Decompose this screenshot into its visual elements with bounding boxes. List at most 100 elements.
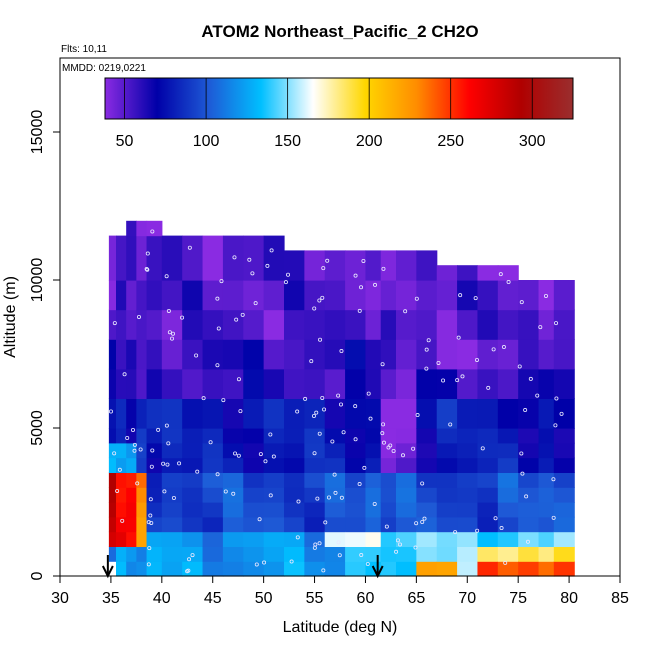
heatmap-cell [538, 502, 555, 518]
sample-point [337, 553, 342, 558]
heatmap-cell [477, 280, 499, 311]
heatmap-cell [553, 339, 575, 370]
heatmap-cell [126, 516, 137, 533]
heatmap-cell [126, 546, 137, 562]
heatmap-cell [243, 309, 265, 340]
heatmap-cell [380, 472, 397, 488]
heatmap-cell [380, 368, 397, 399]
sample-point [171, 496, 176, 501]
heatmap-cell [284, 250, 305, 281]
heatmap-cell [553, 280, 575, 311]
heatmap-cell [304, 280, 326, 311]
heatmap-cell [116, 428, 127, 444]
heatmap-cell [126, 339, 137, 370]
heatmap-cell [518, 428, 540, 444]
heatmap-cell [182, 368, 204, 399]
sample-point [122, 372, 127, 377]
heatmap-cell [380, 546, 397, 562]
heatmap-cell [365, 457, 382, 473]
sample-point [414, 296, 419, 301]
sample-point [117, 467, 122, 472]
heatmap-cell [380, 487, 397, 503]
heatmap-cell [116, 442, 127, 459]
sample-point [523, 408, 528, 413]
heatmap-cell [365, 502, 382, 518]
heatmap-cell [304, 428, 326, 444]
heatmap-cell [497, 265, 519, 281]
sample-point [250, 271, 255, 276]
sample-point [132, 442, 137, 447]
heatmap-cell [416, 428, 438, 444]
heatmap-cell [345, 442, 367, 459]
sample-point [359, 285, 364, 290]
sample-point [554, 396, 559, 401]
heatmap-cell [396, 339, 417, 370]
heatmap-cell [182, 487, 204, 503]
sample-point [365, 561, 370, 566]
sample-point [474, 357, 479, 362]
sample-point [380, 362, 385, 367]
heatmap-cell [202, 487, 224, 503]
sample-point [166, 441, 171, 446]
heatmap-cell [116, 398, 127, 429]
sample-point [475, 528, 480, 533]
heatmap-cell [202, 531, 224, 547]
heatmap-cell [126, 472, 137, 488]
heatmap-cell [202, 280, 224, 311]
heatmap-cell [263, 442, 285, 459]
sample-point [524, 494, 529, 499]
sample-point [311, 414, 316, 419]
sample-point [551, 515, 556, 520]
heatmap-cell [497, 487, 519, 503]
heatmap-cell [108, 280, 117, 311]
sample-point [414, 521, 419, 526]
sample-point [148, 513, 153, 518]
sample-point [215, 472, 220, 477]
heatmap-cell [380, 309, 397, 340]
heatmap-cell [243, 235, 265, 281]
heatmap-cell [457, 457, 479, 473]
heatmap-cell [304, 442, 326, 459]
heatmap-cell [146, 398, 163, 429]
sample-point [312, 451, 317, 456]
heatmap-cell [345, 368, 367, 399]
heatmap-cell [161, 280, 183, 311]
heatmap-cell [497, 442, 519, 459]
sample-point [145, 267, 150, 272]
heatmap-cell [222, 516, 244, 533]
heatmap-cell [497, 309, 519, 340]
heatmap-cell [538, 339, 555, 370]
heatmap-cell [457, 516, 479, 533]
heatmap-cell [324, 339, 346, 370]
sample-point [295, 409, 300, 414]
sample-point [135, 481, 140, 486]
sample-point [223, 489, 228, 494]
sample-point [136, 314, 141, 319]
sample-point [362, 465, 367, 470]
heatmap-cell [284, 546, 305, 562]
heatmap-cell [436, 265, 458, 281]
heatmap-cell [243, 487, 265, 503]
heatmap-cell [222, 487, 244, 503]
heatmap-cell [136, 561, 148, 577]
heatmap-cell [538, 487, 555, 503]
heatmap-cell [182, 472, 204, 488]
sample-point [257, 517, 262, 522]
heatmap-cell [436, 339, 458, 370]
sample-point [186, 568, 191, 573]
heatmap-cell [146, 368, 163, 399]
sample-point [359, 553, 364, 558]
heatmap-cell [202, 368, 224, 399]
heatmap-cell [202, 561, 224, 577]
heatmap-cell [477, 339, 499, 370]
heatmap-cell [108, 235, 117, 281]
heatmap-cell [161, 368, 183, 399]
heatmap-cell [108, 516, 117, 533]
sample-point [295, 535, 300, 540]
sample-point [380, 431, 385, 436]
heatmap-cell [284, 531, 305, 547]
sample-point [286, 272, 291, 277]
heatmap-cell [136, 516, 148, 533]
x-tick-label: 60 [357, 590, 375, 607]
heatmap-cell [497, 531, 519, 547]
